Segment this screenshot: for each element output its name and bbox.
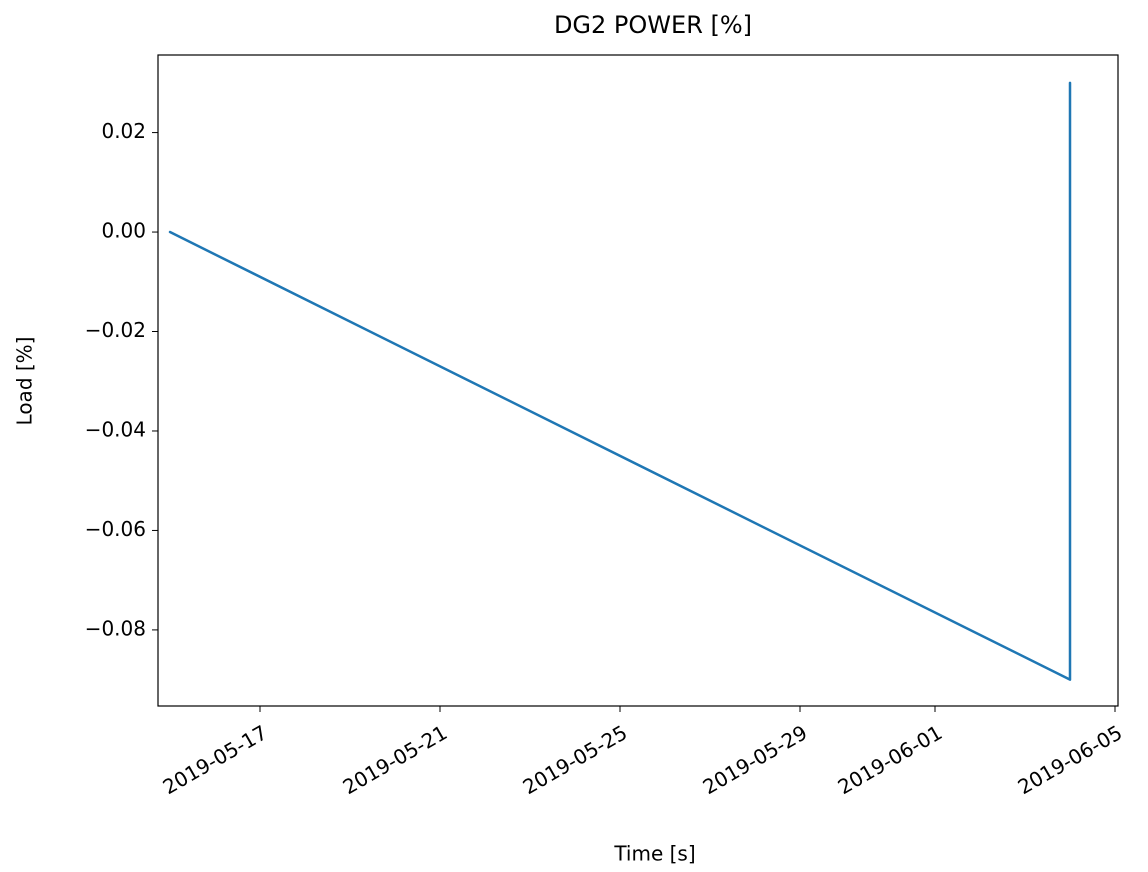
y-tick-label: 0.00 bbox=[101, 219, 146, 243]
x-axis-label: Time [s] bbox=[613, 842, 695, 866]
x-tick-label: 2019-05-25 bbox=[519, 720, 632, 799]
x-tick-label: 2019-06-05 bbox=[1014, 720, 1127, 799]
x-tick-label: 2019-05-29 bbox=[699, 720, 812, 799]
chart-title: DG2 POWER [%] bbox=[554, 11, 752, 39]
plot-frame bbox=[157, 54, 1119, 707]
y-tick-label: −0.04 bbox=[85, 417, 146, 441]
y-tick-label: −0.08 bbox=[85, 616, 146, 640]
x-tick-label: 2019-06-01 bbox=[834, 720, 947, 799]
y-axis-label: Load [%] bbox=[13, 337, 37, 426]
x-tick-label: 2019-05-17 bbox=[159, 720, 272, 799]
y-tick-label: −0.02 bbox=[85, 318, 146, 342]
x-tick-label: 2019-05-21 bbox=[339, 720, 452, 799]
y-tick-label: −0.06 bbox=[85, 517, 146, 541]
data-line bbox=[168, 81, 1072, 681]
y-tick-label: 0.02 bbox=[101, 119, 146, 143]
